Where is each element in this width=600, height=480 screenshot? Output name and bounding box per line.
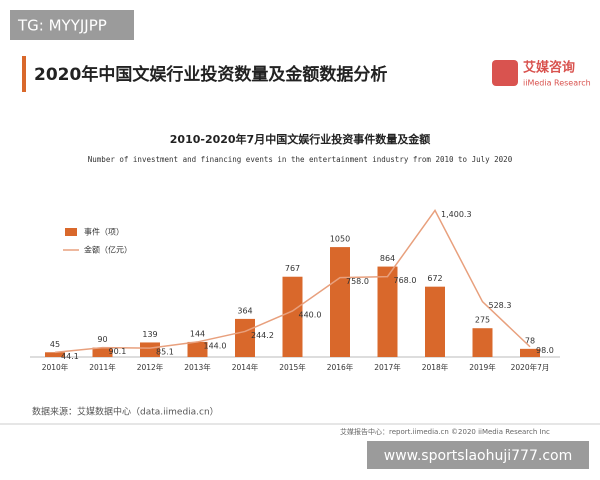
x-tick-label: 2010年 — [42, 362, 69, 372]
line — [54, 209, 531, 354]
bar-label: 767 — [285, 264, 300, 273]
x-tick-label: 2012年 — [137, 362, 164, 372]
bar — [377, 266, 398, 357]
line-label: 85.1 — [156, 348, 174, 357]
bar — [187, 341, 208, 357]
watermark: TG: MYYJJPP — [17, 17, 107, 35]
line-label: 244.2 — [251, 331, 274, 340]
legend-label: 事件（项） — [84, 227, 124, 237]
bar — [472, 328, 493, 357]
bar — [425, 286, 445, 357]
line-label: 758.0 — [346, 277, 369, 286]
bar-label: 144 — [190, 329, 205, 338]
line-label: 44.1 — [61, 352, 79, 361]
legend-label: 金额（亿元） — [84, 245, 132, 255]
x-tick-label: 2019年 — [469, 362, 496, 372]
x-tick-label: 2020年7月 — [511, 362, 550, 372]
line-label: 528.3 — [489, 301, 512, 310]
bar — [235, 318, 255, 357]
site-box — [367, 441, 589, 469]
bar-label: 78 — [525, 336, 535, 345]
x-tick-label: 2018年 — [422, 362, 449, 372]
bar-label: 1050 — [330, 235, 350, 244]
bar-label: 672 — [427, 274, 442, 283]
site: www.sportslaohuji777.com — [384, 448, 572, 464]
bar-label: 139 — [142, 330, 157, 339]
x-tick-label: 2013年 — [184, 362, 211, 372]
source: 数据来源：艾媒数据中心（data.iimedia.cn） — [32, 406, 219, 418]
bar-label: 275 — [475, 316, 490, 325]
legend-swatch — [65, 228, 77, 236]
bar-label: 364 — [237, 306, 252, 315]
page-title: 2020年中国文娱行业投资数量及金额数据分析 — [34, 64, 387, 85]
chart-title: 2010-2020年7月中国文娱行业投资事件数量及金额 — [170, 132, 430, 146]
bar — [282, 276, 303, 357]
x-tick-label: 2016年 — [327, 362, 354, 372]
x-tick-label: 2017年 — [374, 362, 401, 372]
bar — [520, 348, 540, 357]
logo-sub: iiMedia Research — [523, 79, 591, 88]
bar — [92, 347, 113, 357]
line-label: 98.0 — [536, 346, 554, 355]
bar-label: 864 — [380, 254, 395, 263]
logo: 艾媒咨询 — [523, 60, 575, 76]
x-tick-label: 2015年 — [279, 362, 306, 372]
footer: 艾媒报告中心：report.iimedia.cn ©2020 iiMedia R… — [340, 427, 550, 436]
bar-label: 90 — [97, 335, 107, 344]
bar — [140, 342, 160, 357]
line-label: 440.0 — [299, 310, 322, 319]
line-label: 1,400.3 — [441, 210, 472, 219]
title-accent — [22, 56, 26, 92]
logo-icon — [492, 60, 518, 86]
chart-subtitle: Number of investment and financing event… — [88, 155, 513, 164]
x-tick-label: 2011年 — [89, 362, 116, 372]
line-label: 768.0 — [394, 276, 417, 285]
x-tick-label: 2014年 — [232, 362, 259, 372]
bar — [45, 352, 65, 357]
bar — [330, 247, 350, 357]
line-label: 144.0 — [204, 341, 227, 350]
watermark-box — [10, 10, 134, 40]
line-label: 90.1 — [109, 347, 127, 356]
bar-label: 45 — [50, 340, 60, 349]
